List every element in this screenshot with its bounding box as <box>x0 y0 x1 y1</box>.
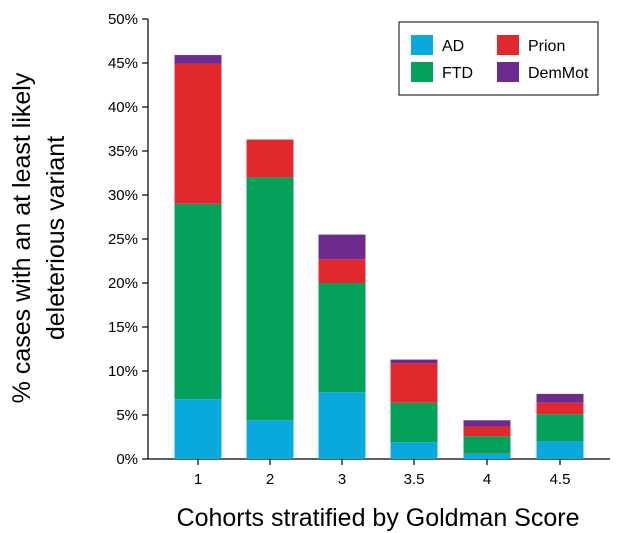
y-tick-label: 15% <box>108 319 138 336</box>
bar-segment-ad <box>390 442 438 459</box>
legend-swatch-ad <box>411 35 433 55</box>
x-axis-title: Cohorts stratified by Goldman Score <box>177 504 580 532</box>
x-tick-label: 2 <box>266 471 274 488</box>
bar-segment-ftd <box>463 436 511 454</box>
bar-segment-prion <box>246 139 294 178</box>
bar-segment-ad <box>174 399 222 459</box>
x-tick-label: 3.5 <box>404 471 425 488</box>
legend: AD FTD Prion DemMot <box>398 21 599 96</box>
bar-segment-ftd <box>390 402 438 443</box>
y-tick-label: 50% <box>108 11 138 28</box>
x-tick-label: 4 <box>483 471 491 488</box>
legend-label-prion: Prion <box>528 38 565 55</box>
y-tick-label: 20% <box>108 275 138 292</box>
bar-segment-ftd <box>318 283 366 393</box>
bar-segment-ad <box>318 392 366 459</box>
bar-segment-prion <box>390 363 438 403</box>
y-tick-label: 10% <box>108 363 138 380</box>
y-axis-title-line-1: % cases with an at least likely <box>8 72 36 403</box>
x-tick-label: 1 <box>194 471 202 488</box>
bar-segment-demmot <box>318 234 366 260</box>
bar-segment-demmot <box>390 359 438 364</box>
y-axis-title-line-2: deleterious variant <box>42 136 70 340</box>
legend-swatch-demmot <box>497 62 519 82</box>
bar-segment-ad <box>246 420 294 459</box>
bar-segment-ftd <box>246 177 294 421</box>
bar-segment-demmot <box>536 393 584 403</box>
bar-segment-demmot <box>174 55 222 64</box>
y-tick-label: 25% <box>108 231 138 248</box>
legend-swatch-prion <box>497 35 519 55</box>
bar-segment-ftd <box>174 203 222 400</box>
legend-label-ftd: FTD <box>442 65 473 82</box>
legend-box <box>398 21 599 96</box>
bar-segment-prion <box>318 259 366 283</box>
legend-label-demmot: DemMot <box>528 65 589 82</box>
y-tick-label: 35% <box>108 143 138 160</box>
y-tick-label: 30% <box>108 187 138 204</box>
x-tick-label: 4.5 <box>550 471 571 488</box>
bar-segment-demmot <box>463 420 511 427</box>
y-tick-label: 0% <box>116 451 138 468</box>
y-tick-label: 40% <box>108 99 138 116</box>
bar-segment-prion <box>463 426 511 437</box>
bar-segment-prion <box>536 402 584 415</box>
plot-area: 0% 5% 10% 15% 20% 25% 30% 35% 40% 45% 50% 1 2 3 3.5 4 4.… <box>108 11 610 488</box>
legend-swatch-ftd <box>411 62 433 82</box>
bar-segment-prion <box>174 63 222 204</box>
y-axis-title: % cases with an at least likely deleteri… <box>8 72 70 403</box>
bar-segment-ad <box>536 441 584 459</box>
x-tick-label: 3 <box>338 471 346 488</box>
y-tick-label: 45% <box>108 55 138 72</box>
legend-label-ad: AD <box>442 38 464 55</box>
bar-segment-ftd <box>536 414 584 442</box>
y-tick-label: 5% <box>116 407 138 424</box>
bar-segment-ad <box>463 453 511 459</box>
